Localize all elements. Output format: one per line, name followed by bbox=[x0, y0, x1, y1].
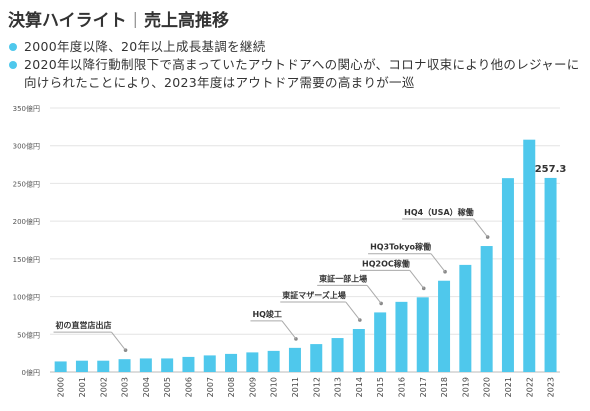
x-tick-label: 2019 bbox=[461, 377, 470, 397]
bar bbox=[352, 329, 365, 372]
x-tick-label: 2022 bbox=[525, 377, 534, 397]
x-tick-label: 2004 bbox=[142, 377, 151, 397]
annotation-label: 東証一部上場 bbox=[319, 273, 367, 283]
x-tick-label: 2006 bbox=[184, 377, 193, 397]
bar bbox=[438, 280, 451, 372]
y-tick-label: 0億円 bbox=[22, 368, 40, 377]
bar bbox=[139, 358, 152, 372]
x-tick-label: 2008 bbox=[227, 377, 236, 397]
bar bbox=[97, 360, 110, 372]
x-tick-label: 2018 bbox=[440, 377, 449, 397]
bullet-list: 2000年度以降、20年以上成長基調を継続 2020年以降行動制限下で高まってい… bbox=[8, 38, 586, 92]
x-tick-label: 2012 bbox=[312, 377, 321, 397]
y-tick-label: 50億円 bbox=[17, 330, 40, 339]
bar bbox=[480, 246, 493, 372]
x-tick-label: 2001 bbox=[78, 377, 87, 397]
annotation-label: 東証マザーズ上場 bbox=[282, 290, 346, 300]
bar bbox=[459, 264, 472, 372]
y-tick-label: 250億円 bbox=[13, 179, 40, 188]
annotation-label: 初の直営店出店 bbox=[56, 320, 112, 330]
annotation-label: HQ2OC稼働 bbox=[362, 258, 410, 268]
bullet-dot-icon bbox=[9, 61, 17, 69]
x-tick-label: 2005 bbox=[163, 377, 172, 397]
bar bbox=[310, 344, 323, 372]
x-tick-label: 2010 bbox=[270, 377, 279, 397]
bar bbox=[416, 297, 429, 372]
data-label: 257.3 bbox=[535, 164, 567, 175]
bar bbox=[225, 353, 238, 372]
x-tick-label: 2002 bbox=[99, 377, 108, 397]
bar bbox=[118, 359, 131, 372]
bar bbox=[246, 352, 259, 372]
title-separator: | bbox=[132, 8, 139, 28]
bar bbox=[54, 361, 67, 372]
annotation-label: HQ3Tokyo稼働 bbox=[370, 242, 431, 252]
bar bbox=[288, 347, 301, 372]
x-tick-label: 2017 bbox=[419, 377, 428, 397]
annotation-leader bbox=[473, 218, 489, 238]
annotation-label: HQ竣工 bbox=[252, 309, 282, 319]
annotation-leader bbox=[281, 320, 297, 340]
y-tick-label: 100億円 bbox=[13, 293, 40, 302]
x-tick-label: 2009 bbox=[248, 377, 257, 397]
y-tick-label: 300億円 bbox=[13, 142, 40, 151]
annotation-leader bbox=[430, 253, 446, 273]
x-tick-label: 2003 bbox=[121, 377, 130, 397]
bullet-item: 2020年以降行動制限下で高まっていたアウトドアへの関心が、コロナ収束により他の… bbox=[8, 56, 586, 92]
bar bbox=[395, 301, 408, 372]
bar bbox=[374, 312, 387, 372]
bullet-text: 2000年度以降、20年以上成長基調を継続 bbox=[24, 39, 266, 54]
bar bbox=[75, 360, 88, 372]
bar bbox=[501, 178, 514, 372]
y-tick-label: 350億円 bbox=[13, 104, 40, 113]
x-tick-label: 2016 bbox=[397, 377, 406, 397]
bar bbox=[523, 139, 536, 372]
bullet-dot-icon bbox=[9, 43, 17, 51]
page-title: 決算ハイライト bbox=[8, 10, 127, 31]
bar bbox=[161, 358, 174, 372]
x-tick-label: 2000 bbox=[57, 377, 66, 397]
y-tick-label: 200億円 bbox=[13, 217, 40, 226]
bar bbox=[544, 177, 557, 372]
annotation-leader bbox=[111, 331, 126, 351]
annotation-label: HQ4（USA）稼働 bbox=[404, 207, 474, 217]
page-subtitle: 売上高推移 bbox=[144, 10, 230, 31]
x-tick-label: 2007 bbox=[206, 377, 215, 397]
bullet-text: 2020年以降行動制限下で高まっていたアウトドアへの関心が、コロナ収束により他の… bbox=[24, 57, 580, 90]
bar bbox=[182, 356, 195, 372]
x-tick-label: 2014 bbox=[355, 377, 364, 397]
header: 決算ハイライト | 売上高推移 bbox=[8, 6, 230, 31]
bar bbox=[203, 355, 216, 372]
x-tick-label: 2021 bbox=[504, 377, 513, 397]
x-tick-label: 2011 bbox=[291, 377, 300, 397]
bar bbox=[267, 350, 280, 372]
annotation-leader bbox=[366, 285, 382, 304]
x-tick-label: 2015 bbox=[376, 377, 385, 397]
y-tick-label: 150億円 bbox=[13, 255, 40, 264]
bullet-item: 2000年度以降、20年以上成長基調を継続 bbox=[8, 38, 586, 56]
bar bbox=[331, 338, 344, 372]
x-tick-label: 2013 bbox=[334, 377, 343, 397]
x-tick-label: 2023 bbox=[547, 377, 556, 397]
annotation-leader bbox=[409, 270, 425, 289]
x-tick-label: 2020 bbox=[483, 377, 492, 397]
annotation-leader bbox=[345, 301, 361, 321]
